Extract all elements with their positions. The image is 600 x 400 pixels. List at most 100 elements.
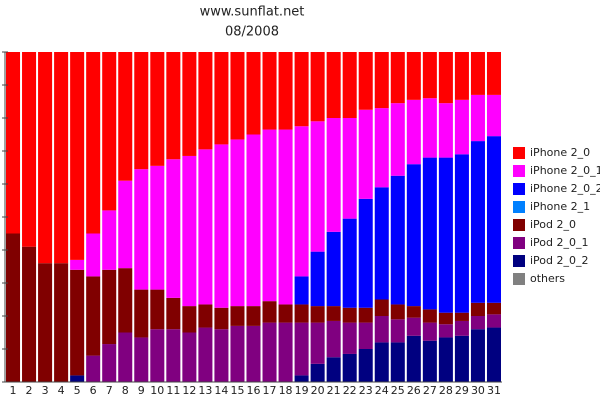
bar-segment: [486, 94, 501, 137]
bar-segment: [150, 329, 165, 382]
bar-segment: [230, 52, 245, 140]
x-tick-label: 16: [247, 384, 261, 397]
bar-segment: [102, 344, 117, 382]
bar-segment: [6, 233, 21, 382]
legend-label: iPhone 2_0: [530, 146, 590, 159]
bar-segment: [118, 268, 133, 333]
x-tick-label: 13: [198, 384, 212, 397]
bar-segment: [374, 299, 389, 316]
bar-segment: [230, 325, 245, 382]
bar-segment: [358, 52, 373, 110]
x-tick-label: 8: [122, 384, 129, 397]
bar-segment: [454, 312, 469, 321]
bar-segment: [310, 306, 325, 323]
bar-segment: [246, 306, 261, 326]
bar-segment: [374, 108, 389, 188]
bar-segment: [262, 129, 277, 302]
bar-segment: [310, 52, 325, 122]
chart-subtitle: 08/2008: [225, 25, 279, 40]
bar-segment: [438, 157, 453, 313]
bar-segment: [214, 329, 229, 382]
bar-segment: [470, 52, 485, 95]
bar-segment: [230, 139, 245, 307]
bar-segment: [86, 276, 101, 356]
bar-segment: [326, 52, 341, 118]
legend-swatch: [513, 165, 525, 177]
x-tick-label: 28: [439, 384, 453, 397]
bar-segment: [166, 297, 181, 330]
legend-label: iPhone 2_1: [530, 200, 590, 213]
bar-segment: [486, 302, 501, 315]
x-tick-label: 7: [106, 384, 113, 397]
bar-segment: [470, 329, 485, 382]
bar-segment: [278, 322, 293, 382]
x-tick-label: 20: [311, 384, 325, 397]
bar-segment: [278, 129, 293, 305]
bar-segment: [326, 357, 341, 382]
bar-segment: [134, 52, 149, 170]
bar-segment: [182, 52, 197, 156]
legend-swatch: [513, 273, 525, 285]
legend-label: iPhone 2_0_2: [530, 182, 600, 195]
bar-segment: [406, 335, 421, 382]
bar-segment: [374, 187, 389, 300]
legend-swatch: [513, 219, 525, 231]
bar-segment: [294, 52, 309, 127]
bar-segment: [150, 52, 165, 166]
bar-segment: [150, 289, 165, 330]
bar-segment: [406, 99, 421, 165]
bar-segment: [342, 322, 357, 354]
bar-segment: [486, 327, 501, 382]
bar-segment: [310, 121, 325, 252]
bar-segment: [54, 263, 69, 382]
bar-segment: [342, 307, 357, 323]
bar-segment: [326, 320, 341, 358]
x-tick-label: 22: [343, 384, 357, 397]
x-tick-label: 15: [230, 384, 244, 397]
bar-segment: [22, 52, 37, 247]
bar-segment: [406, 52, 421, 100]
legend-swatch: [513, 147, 525, 159]
x-tick-label: 18: [279, 384, 293, 397]
bar-segment: [438, 324, 453, 338]
bar-segment: [166, 52, 181, 160]
bar-segment: [438, 337, 453, 382]
bar-segment: [262, 52, 277, 130]
bar-segment: [294, 126, 309, 277]
bar-segment: [182, 332, 197, 382]
bar-segment: [374, 52, 389, 109]
bar-segment: [198, 149, 213, 305]
bar-segment: [70, 52, 85, 260]
bar-segment: [358, 322, 373, 349]
x-tick-label: 23: [359, 384, 373, 397]
legend-label: iPod 2_0: [530, 218, 576, 231]
x-tick-label: 1: [10, 384, 17, 397]
bar-segment: [438, 52, 453, 104]
legend-swatch: [513, 237, 525, 249]
bar-segment: [70, 269, 85, 376]
x-tick-label: 12: [182, 384, 196, 397]
legend-label: iPod 2_0_2: [530, 254, 589, 267]
x-tick-label: 17: [263, 384, 277, 397]
bar-segment: [390, 319, 405, 343]
legend-label: iPhone 2_0_1: [530, 164, 600, 177]
bar-segment: [406, 317, 421, 336]
bar-segment: [470, 302, 485, 316]
x-tick-label: 26: [407, 384, 421, 397]
bar-segment: [118, 52, 133, 181]
bar-segment: [246, 325, 261, 382]
bar-segment: [422, 340, 437, 382]
bar-segment: [390, 175, 405, 305]
bar-segment: [326, 231, 341, 307]
bar-segment: [422, 157, 437, 310]
bar-segment: [358, 307, 373, 323]
bar-segment: [390, 342, 405, 382]
bar-segment: [406, 164, 421, 307]
bar-segment: [374, 316, 389, 343]
bar-segment: [262, 322, 277, 382]
bar-segment: [454, 52, 469, 100]
bar-segment: [70, 259, 85, 270]
x-tick-label: 6: [90, 384, 97, 397]
bar-segment: [166, 329, 181, 382]
bar-segment: [422, 309, 437, 323]
